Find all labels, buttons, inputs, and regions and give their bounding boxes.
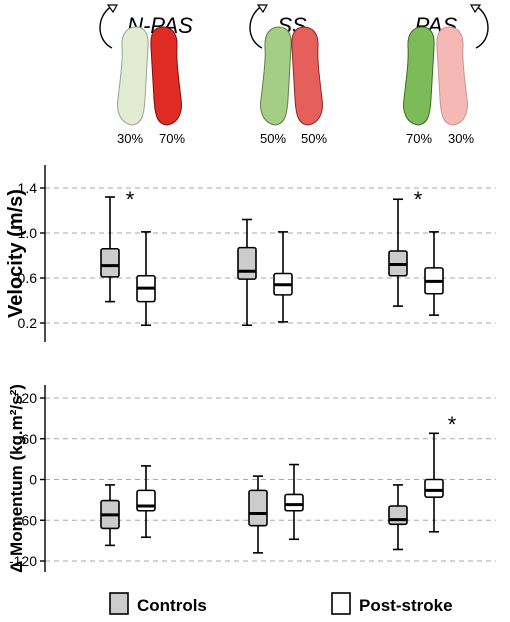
y-tick-label: 1.0 — [18, 225, 38, 241]
box-plot — [248, 475, 268, 554]
legend: Controls Post-stroke — [109, 592, 453, 615]
box-iqr — [284, 493, 304, 512]
condition-n-pas: N-PAS 30% 70% — [99, 4, 193, 146]
right-percentage: 30% — [448, 131, 474, 146]
box-iqr — [248, 489, 268, 527]
right-foot-icon — [150, 26, 182, 126]
left-foot-icon — [260, 26, 292, 126]
right-percentage: 70% — [159, 131, 185, 146]
box-plot — [100, 196, 120, 303]
box-iqr — [136, 489, 156, 512]
y-tick-label: 60 — [21, 431, 37, 447]
right-foot-icon — [291, 26, 323, 126]
significance-marker: * — [414, 187, 423, 212]
y-tick-label: 0.2 — [18, 315, 38, 331]
legend-swatch-controls — [109, 592, 129, 615]
foot-shape — [260, 26, 292, 126]
condition-pas: PAS 70% 30% — [403, 4, 489, 146]
foot-shape — [150, 26, 182, 126]
box-plot — [100, 484, 120, 547]
box-plot — [424, 231, 444, 316]
box-iqr — [388, 505, 408, 526]
left-percentage: 70% — [406, 131, 432, 146]
foot-shape — [436, 26, 468, 126]
condition-ss: SS 50% 50% — [249, 4, 327, 146]
box-iqr — [100, 247, 120, 278]
rotation-arrow-icon — [99, 5, 113, 49]
y-tick-label: 1.4 — [18, 180, 38, 196]
box-plot — [136, 465, 156, 539]
significance-marker: * — [448, 412, 457, 437]
arrow-head-icon — [469, 4, 482, 14]
box-iqr — [424, 478, 444, 498]
left-percentage: 30% — [117, 131, 143, 146]
y-tick-label: -120 — [9, 553, 37, 569]
y-tick-label: 120 — [14, 390, 38, 406]
legend-label-post-stroke: Post-stroke — [359, 596, 453, 615]
significance-marker: * — [126, 187, 135, 212]
box-plot — [284, 463, 304, 541]
y-tick-label: -60 — [17, 512, 37, 528]
y-axis-label: Velocity (m/s) — [5, 189, 27, 318]
box-plot — [388, 484, 408, 551]
right-foot-icon — [436, 26, 468, 126]
box-plot — [237, 218, 257, 327]
box-plot — [388, 198, 408, 307]
foot-shape — [117, 26, 149, 126]
left-foot-icon — [117, 26, 149, 126]
box-plot — [273, 231, 293, 323]
arrow-head-icon — [256, 4, 269, 14]
arrow-head-icon — [106, 4, 119, 14]
foot-shape — [403, 26, 435, 126]
box-plot — [136, 231, 156, 327]
y-tick-label: 0 — [29, 472, 37, 488]
y-axis-label: Δ Momentum (kg.m²/s²) — [7, 384, 26, 573]
left-percentage: 50% — [260, 131, 286, 146]
legend-swatch-post-stroke — [331, 592, 351, 615]
y-tick-label: 0.6 — [18, 270, 38, 286]
box-plot — [424, 432, 444, 533]
right-percentage: 50% — [301, 131, 327, 146]
legend-label-controls: Controls — [137, 596, 207, 615]
foot-shape — [291, 26, 323, 126]
rotation-arrow-icon — [475, 5, 489, 49]
rotation-arrow-icon — [249, 5, 263, 49]
left-foot-icon — [403, 26, 435, 126]
box-iqr — [237, 246, 257, 280]
